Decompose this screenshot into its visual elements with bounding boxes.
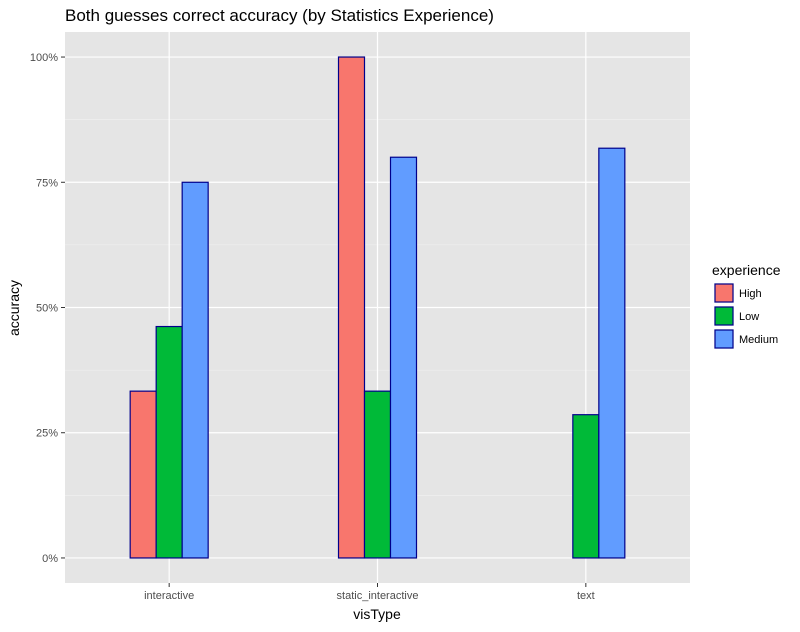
legend: experience High Low Medium	[712, 262, 781, 349]
y-tick-label: 75%	[36, 177, 58, 189]
y-tick-label: 100%	[30, 52, 58, 64]
bar-medium-text	[598, 147, 626, 559]
bar-medium-static-interactive	[389, 156, 418, 559]
bar-medium-interactive	[181, 181, 209, 559]
y-tick-label: 0%	[42, 553, 58, 565]
y-axis-title: accuracy	[6, 280, 22, 336]
y-tick-label: 50%	[36, 303, 58, 315]
bar-low-static-interactive	[363, 390, 392, 559]
bar-high-static-interactive	[337, 56, 366, 559]
legend-label-low: Low	[739, 311, 759, 323]
x-axis-title: visType	[353, 606, 401, 622]
legend-label-medium: Medium	[739, 334, 778, 346]
y-tick-label: 25%	[36, 428, 58, 440]
legend-swatch-low	[714, 306, 734, 326]
x-tick-label: static_interactive	[337, 590, 419, 602]
legend-swatch-medium	[714, 329, 734, 349]
chart-title: Both guesses correct accuracy (by Statis…	[65, 6, 494, 25]
bar-low-text	[572, 414, 600, 559]
legend-title: experience	[712, 262, 781, 278]
x-tick-label: text	[577, 590, 595, 602]
bars	[129, 56, 626, 559]
legend-label-high: High	[739, 288, 762, 300]
bar-high-interactive	[129, 390, 157, 559]
bar-low-interactive	[155, 325, 183, 559]
legend-swatch-high	[714, 283, 734, 303]
axes: 0% 25% 50% 75% 100% interactive static_interac…	[30, 52, 595, 602]
x-tick-label: interactive	[144, 590, 194, 602]
